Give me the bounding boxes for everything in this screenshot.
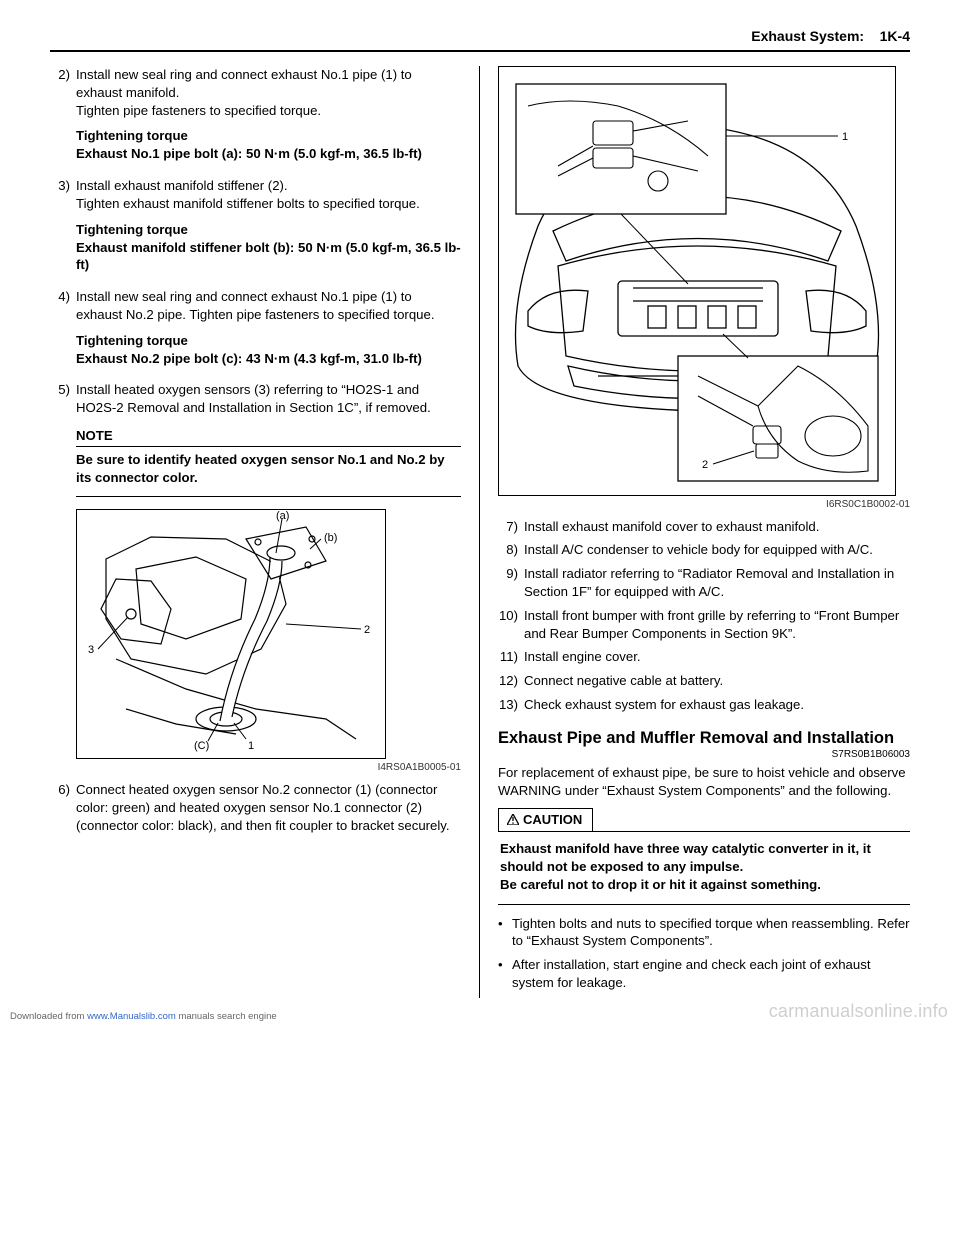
step-body: Install exhaust manifold cover to exhaus… [524, 518, 910, 536]
label-2: 2 [364, 624, 370, 636]
step-body: Install heated oxygen sensors (3) referr… [76, 381, 461, 417]
torque-block: Tightening torque Exhaust No.2 pipe bolt… [76, 332, 461, 368]
step-8: 8) Install A/C condenser to vehicle body… [498, 541, 910, 559]
caution-label: CAUTION [523, 812, 582, 827]
step-7: 7) Install exhaust manifold cover to exh… [498, 518, 910, 536]
page-header: Exhaust System: 1K-4 [50, 28, 910, 50]
header-page: 1K-4 [880, 28, 910, 44]
step-5: 5) Install heated oxygen sensors (3) ref… [50, 381, 461, 417]
two-column-layout: 2) Install new seal ring and connect exh… [50, 66, 910, 998]
step-text: Tighten pipe fasteners to specified torq… [76, 103, 321, 118]
step-3: 3) Install exhaust manifold stiffener (2… [50, 177, 461, 282]
step-4: 4) Install new seal ring and connect exh… [50, 288, 461, 375]
torque-spec: Exhaust No.1 pipe bolt (a): 50 N·m (5.0 … [76, 146, 422, 161]
step-body: Connect negative cable at battery. [524, 672, 910, 690]
warning-icon [507, 812, 519, 830]
label-c: (C) [194, 740, 209, 752]
step-number: 10) [498, 607, 524, 643]
step-number: 8) [498, 541, 524, 559]
step-body: Install new seal ring and connect exhaus… [76, 66, 461, 171]
engine-bay-diagram: 1 [498, 66, 896, 496]
header-section: Exhaust System: [751, 28, 864, 44]
label-1: 1 [248, 740, 254, 752]
page: Exhaust System: 1K-4 2) Install new seal… [0, 0, 960, 1028]
figure-right: 1 [498, 66, 910, 512]
step-body: Connect heated oxygen sensor No.2 connec… [76, 781, 461, 834]
bullet-text: Tighten bolts and nuts to specified torq… [512, 915, 910, 951]
step-body: Install engine cover. [524, 648, 910, 666]
label-2: 2 [702, 459, 708, 471]
step-number: 9) [498, 565, 524, 601]
torque-block: Tightening torque Exhaust No.1 pipe bolt… [76, 127, 461, 163]
step-text: Install exhaust manifold stiffener (2). [76, 178, 288, 193]
step-body: Install exhaust manifold stiffener (2). … [76, 177, 461, 282]
step-11: 11) Install engine cover. [498, 648, 910, 666]
step-number: 12) [498, 672, 524, 690]
torque-title: Tightening torque [76, 333, 188, 348]
step-12: 12) Connect negative cable at battery. [498, 672, 910, 690]
header-rule [50, 50, 910, 52]
step-number: 7) [498, 518, 524, 536]
label-1: 1 [842, 131, 848, 143]
footer-suffix: manuals search engine [176, 1011, 277, 1022]
step-number: 3) [50, 177, 76, 282]
step-number: 11) [498, 648, 524, 666]
step-text: Install new seal ring and connect exhaus… [76, 67, 412, 100]
step-number: 13) [498, 696, 524, 714]
torque-title: Tightening torque [76, 128, 188, 143]
exhaust-pipe-diagram: (a) (b) 2 3 (C) 1 [76, 509, 386, 759]
step-13: 13) Check exhaust system for exhaust gas… [498, 696, 910, 714]
step-number: 5) [50, 381, 76, 417]
bullet-1: • Tighten bolts and nuts to specified to… [498, 915, 910, 951]
note-body: Be sure to identify heated oxygen sensor… [76, 451, 461, 498]
step-number: 2) [50, 66, 76, 171]
label-a: (a) [276, 510, 289, 522]
left-column: 2) Install new seal ring and connect exh… [50, 66, 480, 998]
right-column: 1 [480, 66, 910, 998]
section-intro: For replacement of exhaust pipe, be sure… [498, 764, 910, 800]
figure-id: I4RS0A1B0005-01 [76, 761, 461, 775]
bullet-icon: • [498, 915, 512, 951]
torque-spec: Exhaust No.2 pipe bolt (c): 43 N·m (4.3 … [76, 351, 422, 366]
torque-title: Tightening torque [76, 222, 188, 237]
step-number: 4) [50, 288, 76, 375]
step-10: 10) Install front bumper with front gril… [498, 607, 910, 643]
step-body: Install new seal ring and connect exhaus… [76, 288, 461, 375]
caution-block: CAUTION Exhaust manifold have three way … [498, 808, 910, 905]
caution-body: Exhaust manifold have three way catalyti… [498, 831, 910, 904]
step-6: 6) Connect heated oxygen sensor No.2 con… [50, 781, 461, 834]
bullet-2: • After installation, start engine and c… [498, 956, 910, 992]
step-text: Install new seal ring and connect exhaus… [76, 289, 435, 322]
caution-head: CAUTION [498, 808, 593, 832]
footer: Downloaded from www.Manualslib.com manua… [10, 1011, 277, 1022]
step-text: Tighten exhaust manifold stiffener bolts… [76, 196, 420, 211]
watermark: carmanualsonline.info [769, 1001, 948, 1022]
torque-block: Tightening torque Exhaust manifold stiff… [76, 221, 461, 274]
step-body: Check exhaust system for exhaust gas lea… [524, 696, 910, 714]
footer-link[interactable]: www.Manualslib.com [87, 1011, 176, 1022]
section-code: S7RS0B1B06003 [498, 748, 910, 762]
section-title: Exhaust Pipe and Muffler Removal and Ins… [498, 728, 910, 749]
footer-prefix: Downloaded from [10, 1011, 87, 1022]
label-b: (b) [324, 532, 337, 544]
figure-id: I6RS0C1B0002-01 [498, 498, 910, 512]
bullet-text: After installation, start engine and che… [512, 956, 910, 992]
step-body: Install front bumper with front grille b… [524, 607, 910, 643]
step-2: 2) Install new seal ring and connect exh… [50, 66, 461, 171]
label-3: 3 [88, 644, 94, 656]
step-body: Install radiator referring to “Radiator … [524, 565, 910, 601]
step-number: 6) [50, 781, 76, 834]
note-heading: NOTE [76, 427, 461, 447]
torque-spec: Exhaust manifold stiffener bolt (b): 50 … [76, 240, 461, 273]
step-body: Install A/C condenser to vehicle body fo… [524, 541, 910, 559]
bullet-icon: • [498, 956, 512, 992]
step-9: 9) Install radiator referring to “Radiat… [498, 565, 910, 601]
figure-left: (a) (b) 2 3 (C) 1 I4RS0A1B0005-01 [76, 509, 461, 775]
